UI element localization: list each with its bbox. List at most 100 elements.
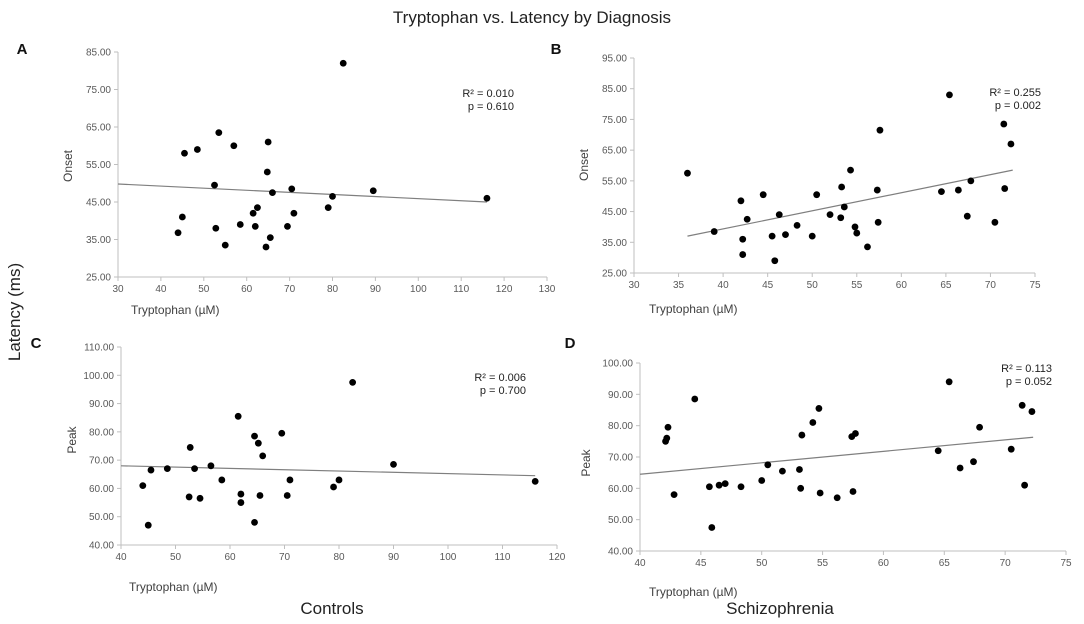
data-point (847, 166, 854, 174)
trendline (687, 169, 1013, 237)
y-tick-label: 100.00 (602, 359, 633, 370)
data-point (970, 458, 977, 466)
panel-c: 40 50 60 70 80 90 100 110 120 40.00 50.00 60.00 70.0… (31, 335, 566, 594)
data-point (737, 483, 745, 491)
figure-y-label: Latency (ms) (5, 263, 24, 361)
x-axis-title: Tryptophan (µM) (649, 302, 738, 316)
data-point (874, 218, 882, 226)
y-tick-label: 100.00 (83, 371, 114, 382)
y-axis-title: Peak (579, 448, 593, 476)
data-point (876, 126, 884, 134)
data-point (691, 395, 699, 403)
x-tick-label: 75 (1029, 280, 1041, 291)
data-point (708, 524, 716, 531)
data-point (852, 430, 859, 437)
data-point (290, 209, 298, 217)
panel-letter-d: D (565, 335, 576, 352)
data-point (147, 466, 155, 474)
data-point (237, 490, 245, 498)
x-tick-label: 65 (940, 280, 952, 291)
data-point (269, 189, 276, 197)
y-tick-label: 85.00 (602, 84, 627, 95)
data-point (833, 494, 841, 502)
data-point (779, 467, 786, 475)
data-point (249, 209, 257, 217)
x-tick-label: 50 (170, 552, 182, 563)
data-point (178, 213, 186, 221)
panel-letter-c: C (31, 335, 42, 352)
data-point (329, 192, 336, 200)
data-point (193, 146, 201, 153)
data-point (139, 482, 147, 489)
x-tick-label: 60 (878, 558, 890, 569)
data-point (796, 466, 803, 473)
panel-b: 30 35 40 45 50 55 60 65 70 75 25.00 35.00 45.00 55.00… (551, 41, 1041, 316)
y-tick-label: 50.00 (89, 512, 114, 523)
y-tick-label: 65.00 (602, 146, 627, 157)
x-tick-label: 100 (410, 284, 427, 295)
x-tick-label: 50 (756, 558, 768, 569)
data-point (330, 483, 337, 491)
x-tick-label: 120 (496, 284, 513, 295)
x-axis-title: Tryptophan (µM) (129, 580, 218, 594)
data-point (262, 243, 270, 251)
data-point (809, 419, 817, 426)
y-tick-label: 80.00 (89, 427, 114, 438)
data-point (797, 484, 805, 492)
data-point (721, 480, 729, 488)
data-point (864, 243, 871, 251)
data-point (739, 251, 747, 258)
y-axis-title: Peak (65, 425, 79, 453)
y-tick-label: 70.00 (608, 453, 633, 464)
data-point (254, 204, 261, 212)
figure-title: Tryptophan vs. Latency by Diagnosis (393, 8, 671, 27)
x-tick-label: 60 (241, 284, 253, 295)
data-point (1007, 140, 1015, 148)
data-point (954, 186, 962, 194)
x-tick-label: 80 (327, 284, 339, 295)
data-point (369, 187, 377, 195)
data-point (710, 228, 718, 235)
data-point (705, 483, 713, 491)
x-tick-label: 40 (155, 284, 167, 295)
data-point (808, 232, 816, 240)
data-point (251, 222, 259, 230)
y-axis-title: Onset (61, 149, 75, 182)
data-point (181, 149, 188, 157)
data-point (816, 489, 824, 497)
y-tick-label: 60.00 (89, 484, 114, 495)
data-point (739, 235, 747, 243)
x-tick-label: 45 (762, 280, 774, 291)
y-tick-label: 35.00 (602, 238, 627, 249)
y-axis-title: Onset (577, 148, 591, 181)
data-point (813, 191, 821, 199)
y-tick-label: 85.00 (86, 48, 111, 59)
data-point (743, 215, 751, 223)
data-point (934, 447, 942, 455)
data-point (254, 439, 262, 447)
data-point (483, 194, 491, 202)
data-point (284, 222, 291, 230)
panel-letter-a: A (17, 41, 28, 58)
data-point (531, 477, 539, 485)
x-tick-label: 55 (851, 280, 863, 291)
data-point (967, 177, 975, 185)
data-point (853, 229, 861, 237)
x-tick-label: 70 (284, 284, 296, 295)
data-point (174, 229, 182, 237)
data-point (793, 221, 801, 229)
data-point (1000, 120, 1008, 128)
data-point (230, 142, 238, 150)
data-point (782, 231, 789, 239)
data-point (1018, 401, 1026, 409)
panel-letter-b: B (551, 41, 562, 58)
group-label-schizophrenia: Schizophrenia (726, 599, 834, 618)
data-point (215, 129, 223, 137)
x-tick-label: 90 (370, 284, 382, 295)
p-value-label: p = 0.700 (480, 385, 526, 397)
data-point (991, 218, 999, 226)
panel-d: 40 45 50 55 60 65 70 75 40.00 50.00 60.00 70.00 80.0… (565, 335, 1072, 599)
data-point (349, 378, 357, 386)
data-point (826, 211, 834, 219)
data-point (873, 186, 881, 194)
